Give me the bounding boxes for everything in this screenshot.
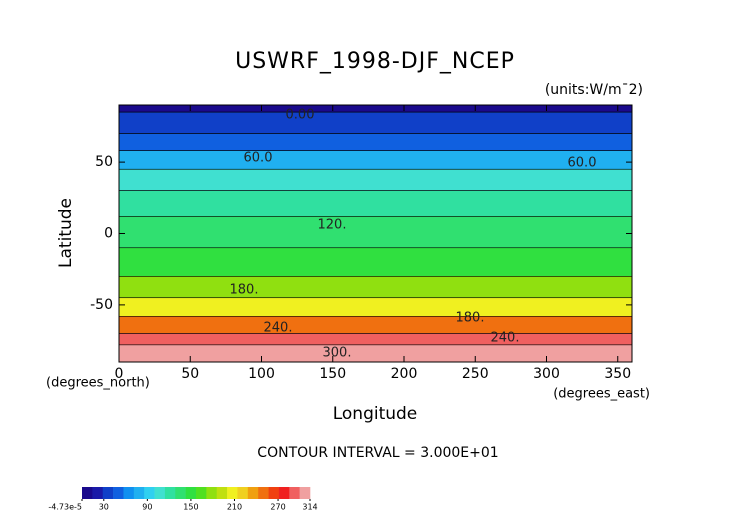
colorbar-swatch bbox=[258, 487, 269, 499]
x-tick-label: 250 bbox=[462, 366, 489, 382]
contour-label: 180. bbox=[230, 283, 259, 298]
x-unit: (degrees_east) bbox=[553, 387, 650, 402]
colorbar-swatch bbox=[102, 487, 114, 499]
contour-band bbox=[118, 316, 633, 334]
colorbar-label: 90 bbox=[142, 503, 152, 512]
colorbar-swatch bbox=[237, 487, 249, 499]
y-unit: (degrees_north) bbox=[46, 376, 150, 391]
colorbar-swatch bbox=[227, 487, 238, 499]
chart-title: USWRF_1998-DJF_NCEP bbox=[235, 49, 515, 74]
contour-band bbox=[118, 104, 633, 113]
contour-band bbox=[118, 247, 633, 277]
contour-label: 60.0 bbox=[244, 151, 273, 166]
colorbar-swatch bbox=[133, 487, 145, 499]
colorbar-swatch bbox=[206, 487, 218, 499]
colorbar-swatch bbox=[268, 487, 280, 499]
x-tick-label: 100 bbox=[248, 366, 275, 382]
colorbar-label: -4.73e-5 bbox=[48, 503, 82, 512]
colorbar-swatch bbox=[164, 487, 176, 499]
y-tick-label: -50 bbox=[90, 297, 113, 313]
contour-label: 180. bbox=[456, 311, 485, 326]
colorbar-swatch bbox=[82, 487, 93, 499]
x-tick-label: 0 bbox=[115, 366, 124, 382]
colorbar-swatch bbox=[123, 487, 135, 499]
colorbar-swatch bbox=[289, 487, 300, 499]
contour-band bbox=[118, 150, 633, 170]
contour-label: 120. bbox=[318, 218, 347, 233]
contour-band bbox=[118, 333, 633, 346]
contour-label: 300. bbox=[323, 346, 352, 361]
contour-band bbox=[118, 276, 633, 299]
colorbar-label: 150 bbox=[183, 503, 198, 512]
x-tick-label: 300 bbox=[533, 366, 560, 382]
colorbar-swatch bbox=[185, 487, 197, 499]
contour-band bbox=[118, 111, 633, 134]
colorbar-label: 270 bbox=[270, 503, 285, 512]
y-tick-label: 50 bbox=[95, 154, 113, 170]
colorbar-swatch bbox=[144, 487, 155, 499]
annotation: CONTOUR INTERVAL = 3.000E+01 bbox=[257, 445, 498, 461]
contour-label: 0.00 bbox=[286, 108, 315, 123]
colorbar-label: 210 bbox=[227, 503, 242, 512]
colorbar-swatch bbox=[92, 487, 104, 499]
contour-band bbox=[118, 297, 633, 317]
colorbar-swatch bbox=[216, 487, 228, 499]
x-tick-label: 350 bbox=[604, 366, 631, 382]
colorbar-swatch bbox=[113, 487, 124, 499]
colorbar-swatch bbox=[299, 487, 311, 499]
contour-band bbox=[118, 133, 633, 151]
units: (units:W/m¯2) bbox=[545, 82, 643, 98]
x-axis-label: Longitude bbox=[333, 404, 418, 424]
colorbar-swatch bbox=[247, 487, 259, 499]
contour-label: 240. bbox=[264, 321, 293, 336]
colorbar-swatch bbox=[196, 487, 207, 499]
x-tick-label: 200 bbox=[391, 366, 418, 382]
contour-band bbox=[118, 344, 633, 363]
colorbar-label: 314 bbox=[302, 503, 317, 512]
y-axis-label: Latitude bbox=[56, 198, 76, 268]
colorbar-swatch bbox=[175, 487, 186, 499]
colorbar-swatch bbox=[154, 487, 166, 499]
contour-label: 240. bbox=[491, 331, 520, 346]
contour-band bbox=[118, 168, 633, 191]
colorbar-swatch bbox=[278, 487, 290, 499]
x-tick-label: 50 bbox=[181, 366, 199, 382]
y-tick-label: 0 bbox=[104, 226, 113, 242]
contour-band bbox=[118, 216, 633, 249]
contour-band bbox=[118, 190, 633, 217]
x-tick-label: 150 bbox=[319, 366, 346, 382]
contour-label: 60.0 bbox=[568, 156, 597, 171]
colorbar-label: 30 bbox=[99, 503, 109, 512]
